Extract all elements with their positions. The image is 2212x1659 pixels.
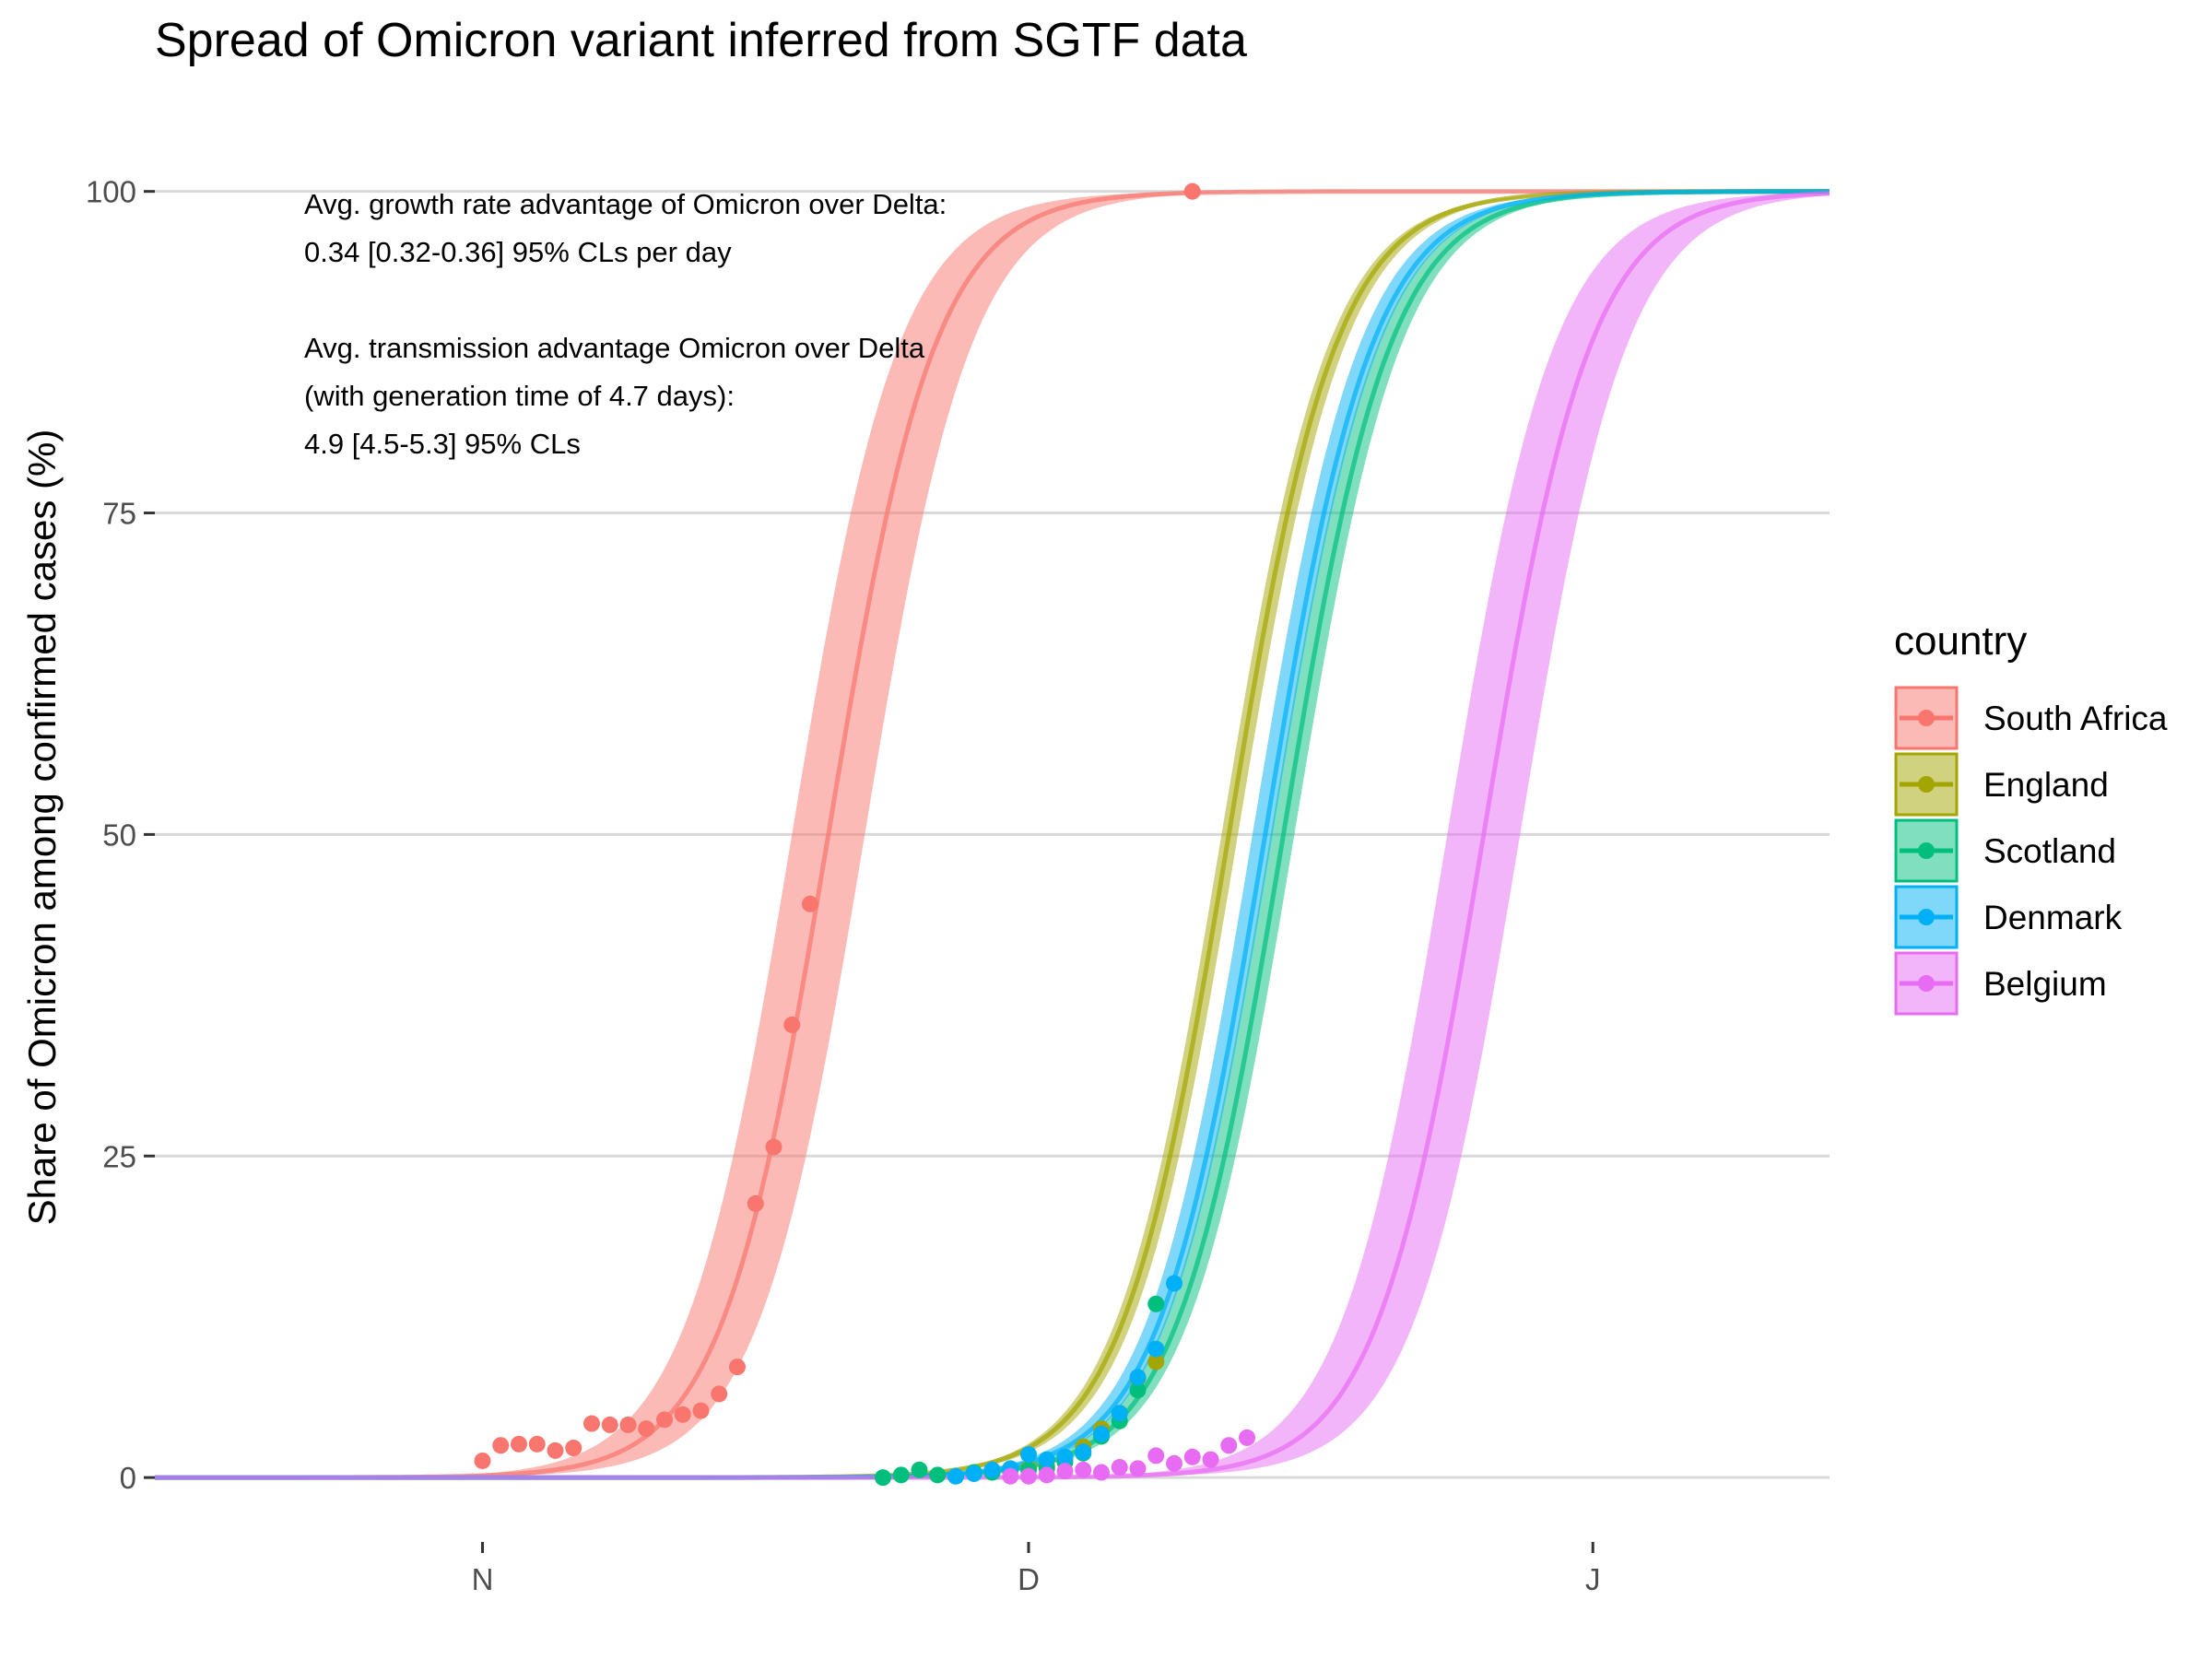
legend-key-point-scotland [1918,842,1935,859]
point-belgium-0 [1002,1467,1019,1485]
point-denmark-4 [1020,1446,1037,1464]
point-denmark-9 [1111,1405,1128,1422]
point-south-africa-10 [656,1411,673,1429]
legend-label-england: England [1983,766,2109,804]
point-england-7 [1147,1353,1165,1371]
point-belgium-12 [1220,1437,1238,1454]
legend-label-belgium: Belgium [1983,965,2107,1003]
annotation-line-0: Avg. growth rate advantage of Omicron ov… [304,188,947,220]
point-south-africa-4 [547,1441,564,1459]
x-tick-label-J: J [1585,1562,1601,1596]
point-south-africa-8 [619,1416,637,1433]
point-south-africa-15 [747,1194,764,1212]
band-belgium [155,192,1830,1478]
point-scotland-2 [911,1461,928,1478]
legend-key-point-england [1918,776,1935,793]
point-scotland-3 [929,1466,947,1484]
point-south-africa-11 [674,1406,691,1423]
chart-title: Spread of Omicron variant inferred from … [155,14,1247,67]
y-tick-label-0: 0 [120,1461,136,1495]
point-denmark-11 [1147,1340,1165,1358]
annotation-line-1: 0.34 [0.32-0.36] 95% CLs per day [304,236,732,268]
point-scotland-14 [1129,1382,1147,1399]
point-denmark-5 [1038,1451,1055,1468]
annotation-text: Avg. growth rate advantage of Omicron ov… [304,188,947,460]
point-belgium-8 [1147,1447,1165,1465]
point-south-africa-18 [802,895,818,912]
point-south-africa-5 [565,1440,582,1457]
annotation-line-4: (with generation time of 4.7 days): [304,380,735,412]
y-tick-label-100: 100 [86,175,136,209]
point-south-africa-14 [729,1359,746,1376]
point-scotland-1 [892,1466,910,1484]
y-axis-title: Share of Omicron among confirmed cases (… [20,429,64,1226]
y-tick-label-25: 25 [102,1139,136,1173]
point-belgium-13 [1239,1429,1255,1446]
point-denmark-0 [947,1467,964,1485]
point-denmark-7 [1075,1443,1092,1461]
legend: country South Africa England Scotland Denmar… [1894,618,2168,1016]
point-south-africa-9 [638,1420,655,1438]
confidence-bands [155,191,1830,1478]
point-belgium-6 [1111,1458,1128,1476]
point-belgium-7 [1129,1460,1147,1477]
point-south-africa-17 [783,1016,801,1033]
point-denmark-2 [983,1461,1001,1478]
y-tick-label-75: 75 [102,497,136,531]
point-belgium-10 [1183,1448,1201,1465]
point-south-africa-7 [601,1416,618,1433]
point-denmark-10 [1129,1369,1147,1386]
x-tick-label-N: N [472,1562,494,1596]
point-belgium-1 [1020,1467,1037,1485]
point-south-africa-13 [711,1385,728,1403]
point-south-africa-19 [1183,182,1201,200]
legend-title: country [1894,618,2027,664]
legend-key-point-south-africa [1918,710,1935,726]
point-scotland-0 [875,1469,891,1487]
legend-label-denmark: Denmark [1983,899,2123,936]
point-denmark-8 [1093,1425,1110,1442]
axes: 0 25 50 75 100 N D J Share of Omicron among conf… [20,175,1601,1596]
legend-label-scotland: Scotland [1983,832,2116,870]
legend-label-south-africa: South Africa [1983,700,2168,737]
legend-key-point-denmark [1918,909,1935,925]
point-south-africa-0 [474,1452,491,1469]
point-south-africa-1 [492,1437,510,1454]
point-scotland-15 [1147,1295,1165,1312]
point-south-africa-6 [583,1415,600,1432]
point-belgium-3 [1056,1463,1074,1480]
point-belgium-9 [1166,1454,1182,1472]
point-belgium-5 [1093,1464,1110,1481]
point-belgium-11 [1202,1451,1219,1468]
x-tick-label-D: D [1018,1562,1040,1596]
point-denmark-12 [1166,1275,1182,1292]
legend-key-point-belgium [1918,975,1935,992]
point-denmark-1 [965,1465,982,1482]
point-south-africa-16 [765,1138,782,1156]
annotation-line-3: Avg. transmission advantage Omicron over… [304,332,925,364]
point-south-africa-12 [692,1402,710,1419]
point-belgium-4 [1075,1461,1092,1478]
y-tick-label-50: 50 [102,818,136,852]
annotation-line-5: 4.9 [4.5-5.3] 95% CLs [304,428,581,460]
data-points [474,182,1255,1487]
point-south-africa-2 [511,1435,527,1453]
point-south-africa-3 [528,1435,546,1453]
point-denmark-6 [1056,1448,1074,1465]
point-belgium-2 [1038,1466,1055,1484]
